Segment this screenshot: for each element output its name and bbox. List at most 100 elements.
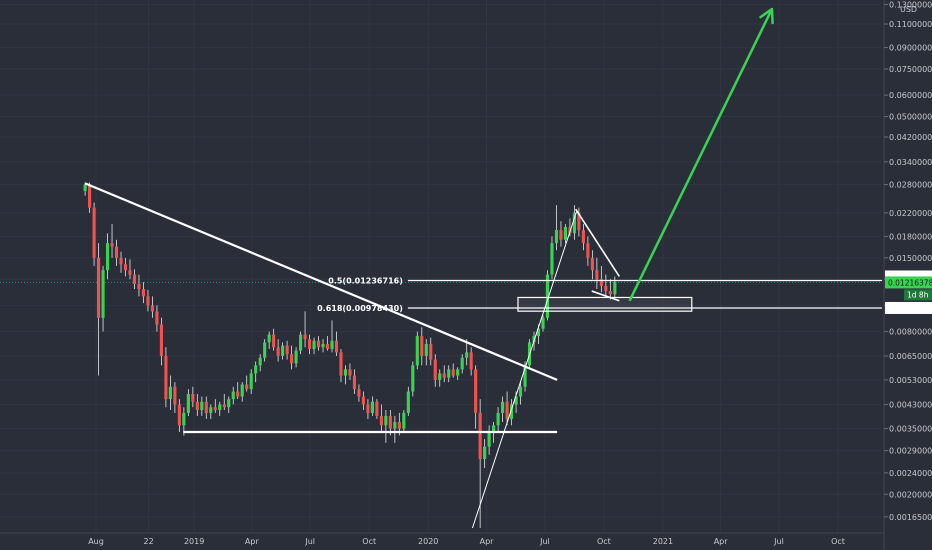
x-tick-label: Jul [773,537,784,546]
candle-body [523,365,527,387]
candle-body [119,257,123,265]
candle-body [218,404,222,411]
candle-body [281,345,285,356]
candle-body [554,230,559,244]
candle-body [348,369,352,376]
fib-level-label: 0.5(0.01236716) [328,276,403,285]
candle-body [105,243,110,271]
candle-body [518,386,523,397]
candle-body [150,305,155,312]
x-tick-label: 2019 [184,537,204,546]
candle-body [370,401,374,413]
candle-body [604,285,608,292]
candle-body [231,391,235,400]
candle-body [577,212,581,231]
x-tick-label: Aug [88,537,104,546]
x-tick-label: Apr [245,537,260,546]
candle-body [352,375,357,390]
candle-body [532,336,536,343]
candle-body [303,334,307,340]
candle-body [316,340,321,348]
candle-body [343,369,348,376]
candle-body [276,347,280,356]
candle-body [581,230,585,244]
candle-body [357,389,361,397]
candle-body [325,343,330,349]
candle-body [96,257,101,318]
candle-body [132,274,137,285]
candle-body [159,324,163,356]
candle-body [168,386,172,400]
candle-body [451,369,455,376]
candle-body [267,334,271,343]
countdown-text: 1d 8h [907,290,929,299]
candle-body [141,289,146,297]
uptrend-line [471,210,578,529]
fib-price-badge [885,301,932,314]
grid [0,0,882,532]
candle-body [505,401,509,419]
candle-body [384,415,388,426]
x-tick-label: Oct [597,537,611,546]
candle-body [599,279,603,286]
candle-body [254,365,258,374]
candle-body [164,355,168,400]
candle-body [514,396,518,405]
candle-body [114,246,119,258]
candle-body [173,386,177,405]
candle-body [366,404,370,413]
candle-body [536,328,541,337]
x-tick-label: Oct [831,537,845,546]
candle-body [402,412,406,429]
candle-body [559,230,563,240]
candle-body [563,227,568,240]
candle-body [339,352,343,376]
candle-body [195,401,199,411]
candle-body [442,373,446,378]
candle-body [545,274,550,318]
candle-body [321,343,325,348]
candle-body [334,340,339,353]
candle-body [92,207,96,258]
last-price-text: 0.01216378 [888,278,932,287]
candle-body [429,343,433,360]
candle-body [447,369,451,378]
candle-body [155,311,159,325]
last-price-badge [885,276,932,289]
countdown-badge [904,289,932,301]
candle-body [186,394,190,413]
candle-body [245,384,249,390]
candle-body [379,415,383,426]
candle-body [294,350,298,364]
candle-body [411,365,415,392]
candles [83,182,617,529]
candle-body [182,412,186,426]
candle-body [375,401,379,416]
candle-body [487,431,491,447]
candle-body [465,352,469,358]
candle-body [312,340,316,349]
candle-body [433,359,437,380]
projection-arrow-line [628,8,774,302]
x-tick-label: 2020 [418,537,438,546]
candle-body [501,401,505,413]
x-tick-label: Apr [714,537,729,546]
candle-body [330,340,334,349]
time-axis[interactable]: Aug 22 2019 Apr Jul Oct 2020 Apr Jul Oct 2021 Apr Ju… [0,532,884,546]
candle-body [424,343,428,356]
support-zone-box [517,296,693,312]
